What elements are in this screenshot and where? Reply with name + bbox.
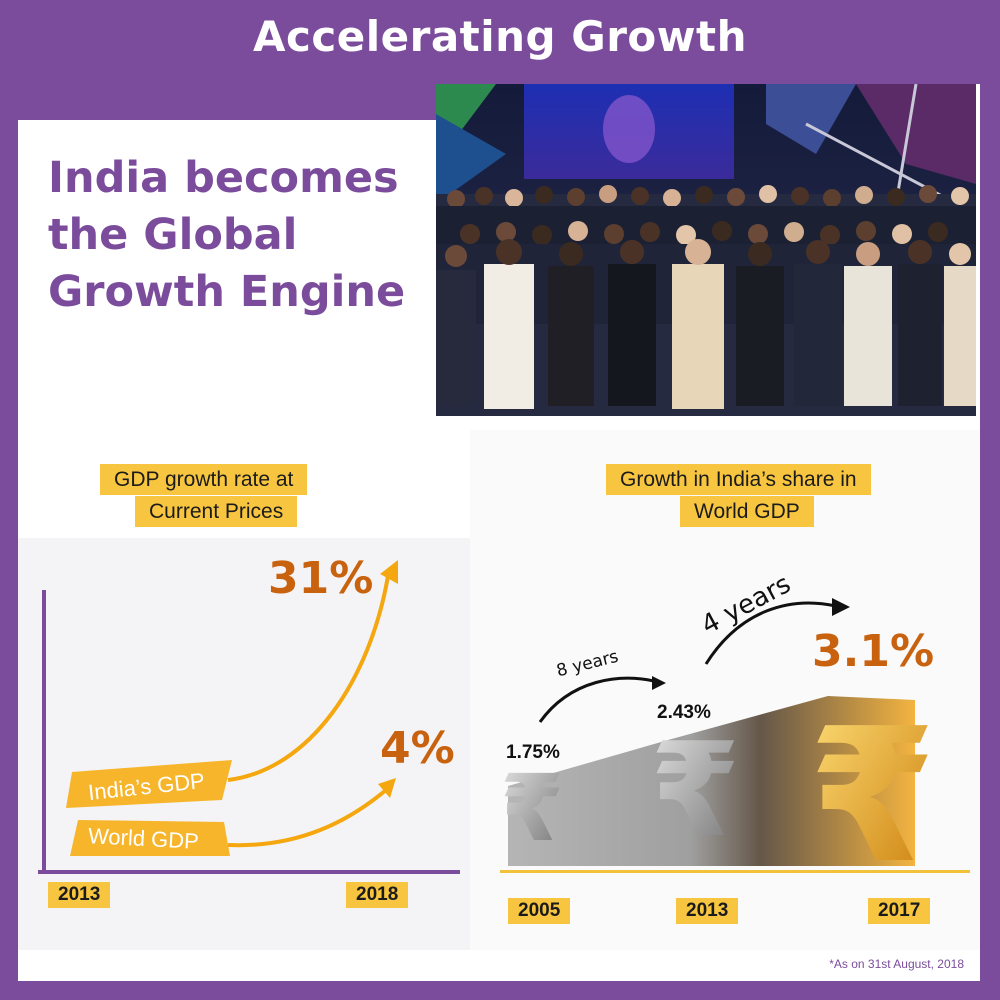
world-arrow-head-icon — [378, 778, 396, 798]
india-gdp-value: 31% — [268, 553, 374, 604]
page-title: Accelerating Growth — [252, 12, 748, 61]
gap2-arc-icon — [704, 601, 837, 665]
world-gdp-arrow-icon — [227, 788, 388, 848]
share-value-2013: 2.43% — [657, 702, 711, 723]
headline-line-1: India becomes — [48, 153, 399, 203]
share-value-2017: 3.1% — [812, 626, 935, 677]
year-start-label: 2013 — [48, 882, 111, 908]
gdp-growth-label-line-2: Current Prices — [135, 496, 298, 527]
crowd-front-row — [436, 239, 976, 409]
event-photo-illustration — [436, 84, 976, 416]
rupee-icon-large: ₹ — [808, 688, 937, 904]
headline-line-2: the Global — [48, 210, 298, 260]
india-gdp-ribbon — [66, 760, 232, 808]
gdp-growth-label-line-1: GDP growth rate at — [100, 464, 308, 495]
footnote: *As on 31st August, 2018 — [829, 957, 964, 971]
rupee-icon-small: ₹ — [500, 755, 564, 862]
chart-x-axis — [38, 870, 460, 874]
world-gdp-value: 4% — [380, 723, 455, 774]
year-end-label: 2018 — [346, 882, 409, 908]
share-value-2005: 1.75% — [506, 742, 560, 763]
world-share-label-line-1: Growth in India’s share in — [606, 464, 871, 495]
rupee-icon-medium: ₹ — [650, 714, 740, 866]
headline: India becomes the Global Growth Engine — [48, 150, 428, 321]
crowd-back-row — [447, 185, 969, 208]
india-arrow-head-icon — [380, 560, 398, 584]
headline-line-3: Growth Engine — [48, 267, 406, 317]
chart-y-axis — [42, 590, 46, 873]
india-gdp-arrow-icon — [227, 575, 390, 782]
world-share-label-line-2: World GDP — [680, 496, 814, 527]
crowd-middle-row — [460, 221, 948, 245]
year-label-2005: 2005 — [508, 898, 571, 924]
event-photo — [436, 84, 976, 416]
world-gdp-ribbon — [70, 820, 230, 856]
gap1-arc-icon — [538, 676, 659, 723]
gap2-arrow-head-icon — [832, 598, 850, 616]
year-label-2017: 2017 — [868, 898, 931, 924]
gap1-arrow-head-icon — [652, 676, 666, 690]
year-label-2013: 2013 — [676, 898, 739, 924]
share-baseline — [500, 870, 970, 873]
gdp-growth-panel — [18, 538, 470, 950]
growth-ramp — [508, 696, 915, 866]
